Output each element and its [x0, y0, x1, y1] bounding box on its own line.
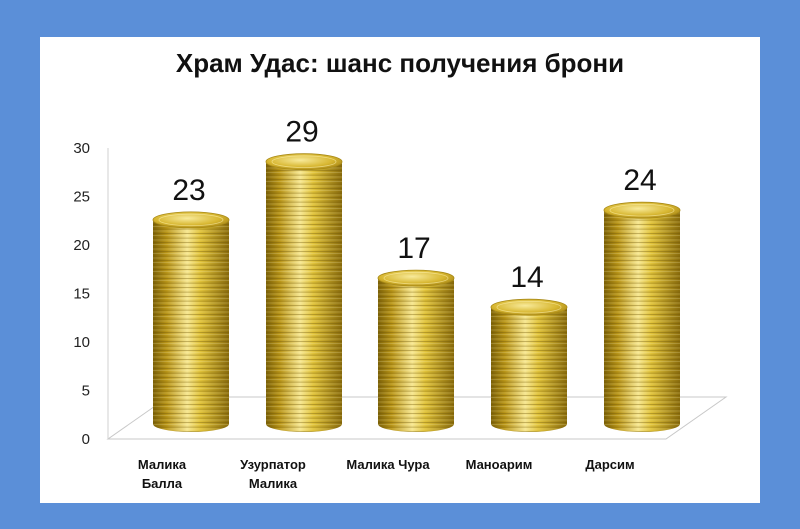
chart-floor	[106, 148, 728, 440]
y-axis: 0 5 10 15 20 25 30	[73, 140, 90, 448]
x-tick-label: Дарсим	[585, 457, 634, 472]
y-tick-label: 30	[73, 140, 90, 157]
x-tick-label: Узурпатор Малика	[240, 457, 306, 491]
data-label: 24	[623, 164, 656, 197]
chart-title: Храм Удас: шанс получения брони	[176, 48, 624, 78]
bars-group	[152, 153, 681, 432]
bar	[152, 211, 230, 432]
bar	[265, 153, 343, 432]
x-tick-label: Маноарим	[466, 457, 533, 472]
y-tick-label: 0	[82, 431, 90, 448]
x-tick-label: Малика Балла	[138, 457, 187, 491]
y-tick-label: 15	[73, 286, 90, 303]
bar	[603, 201, 681, 432]
value-labels: 23 29 17 14 24	[172, 116, 656, 295]
y-tick-label: 5	[82, 383, 90, 400]
data-label: 29	[285, 116, 318, 149]
data-label: 17	[397, 232, 430, 265]
y-tick-label: 10	[73, 334, 90, 351]
data-label: 14	[510, 261, 543, 294]
y-tick-label: 25	[73, 189, 90, 206]
bar	[490, 298, 568, 432]
x-tick-label: Малика Чура	[346, 457, 430, 472]
y-tick-label: 20	[73, 237, 90, 254]
category-labels: Малика Балла Узурпатор Малика Малика Чура Ман…	[138, 457, 635, 491]
bar	[377, 269, 455, 432]
data-label: 23	[172, 174, 205, 207]
